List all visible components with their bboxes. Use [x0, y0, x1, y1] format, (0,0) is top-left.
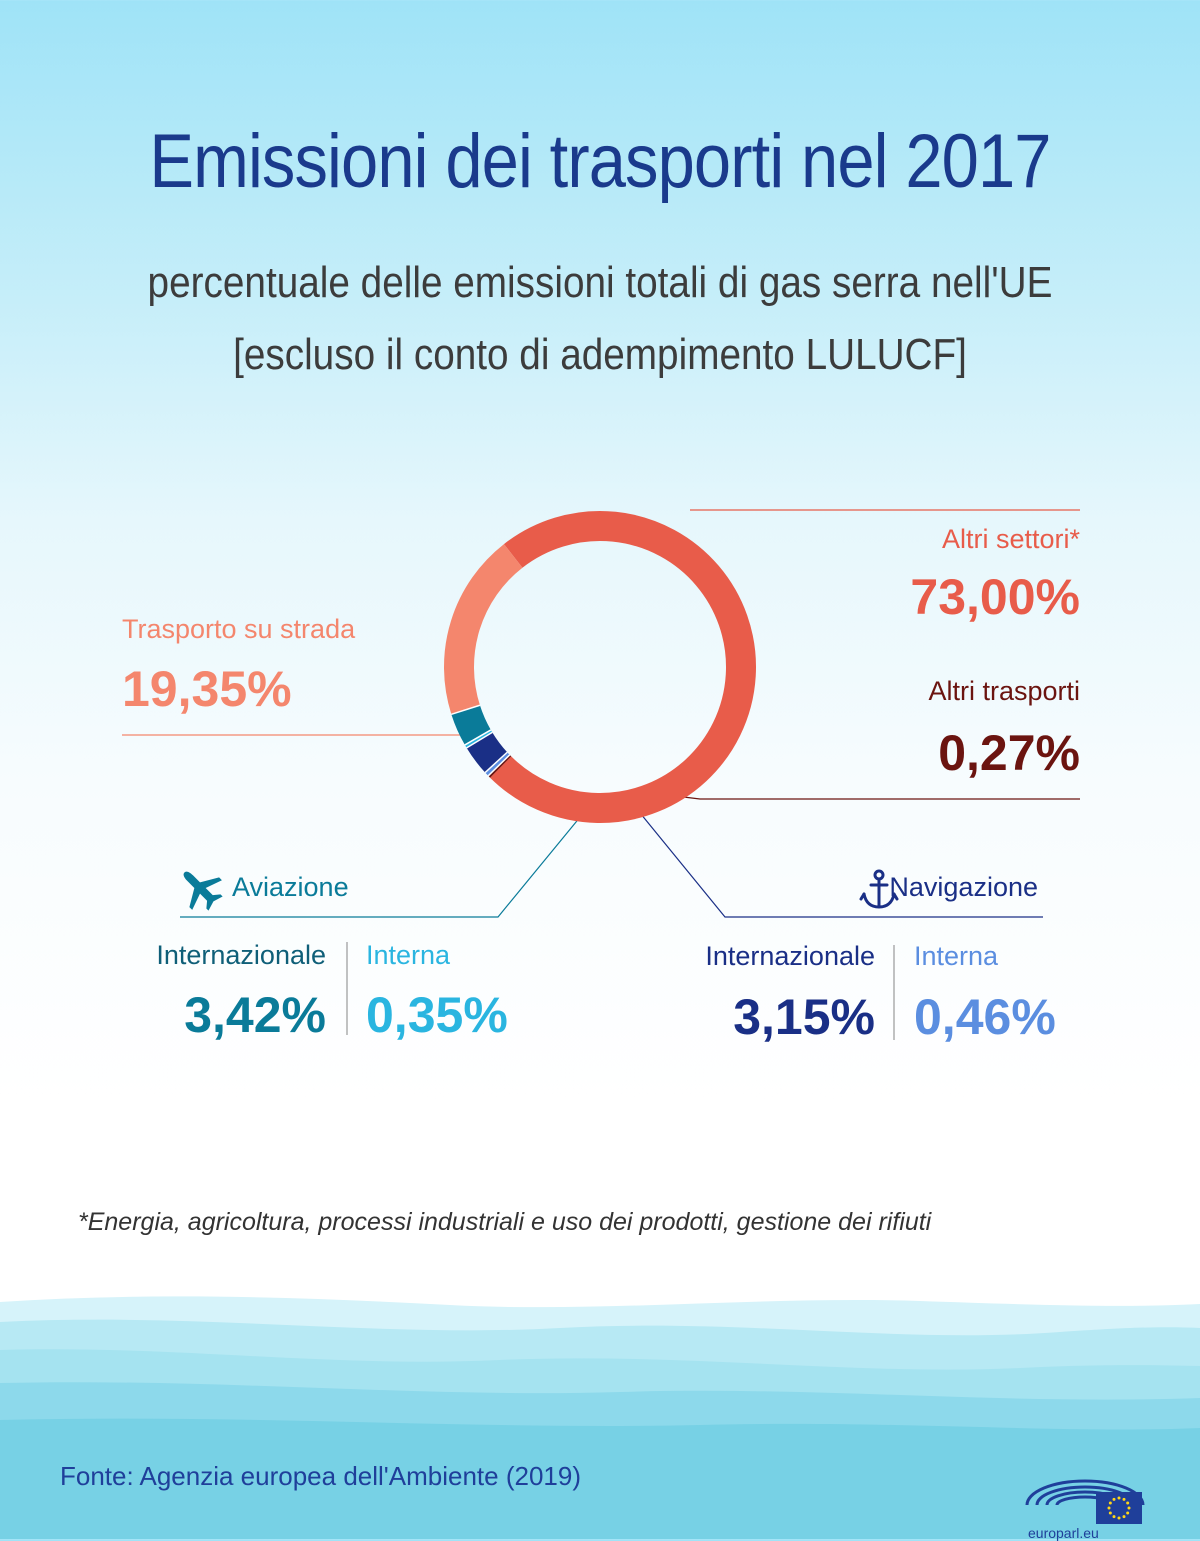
leader-line-altri-trasporti	[641, 791, 1080, 800]
chart-title: Emissioni dei trasporti nel 2017	[149, 119, 1051, 204]
slice-separator	[466, 731, 493, 749]
slice-trasporto-strada	[444, 544, 523, 715]
eu-star	[1108, 1511, 1112, 1515]
eu-star	[1126, 1511, 1130, 1515]
wave-decoration	[0, 1296, 1200, 1539]
label-navigazione-interna: Interna	[914, 941, 999, 971]
slice-separator	[451, 704, 481, 716]
value-navigazione-internazionale: 3,15%	[733, 989, 875, 1045]
value-aviazione-internazionale: 3,42%	[184, 987, 326, 1043]
leader-line-aviazione	[180, 804, 591, 918]
slice-separator	[487, 754, 511, 777]
slice-separator	[484, 751, 508, 774]
anchor-icon	[859, 869, 899, 909]
eu-star	[1122, 1515, 1126, 1519]
label-navigazione: Navigazione	[889, 872, 1038, 902]
leader-line-navigazione	[635, 807, 1043, 918]
donut-slices	[444, 511, 756, 823]
airplane-icon	[183, 871, 223, 911]
europarl-logo-text: europarl.eu	[1028, 1525, 1099, 1541]
eu-star	[1112, 1497, 1116, 1501]
slice-altri-settori	[490, 511, 756, 823]
slice-navigazione-internazionale	[466, 732, 508, 773]
value-altri-settori: 73,00%	[910, 569, 1080, 625]
label-navigazione-internazionale: Internazionale	[705, 941, 875, 971]
eu-star	[1126, 1501, 1130, 1505]
value-aviazione-interna: 0,35%	[366, 987, 508, 1043]
label-altri-settori: Altri settori*	[941, 524, 1080, 554]
label-aviazione-internazionale: Internazionale	[156, 940, 326, 970]
eu-star	[1107, 1506, 1111, 1510]
slice-aviazione-internazionale	[451, 704, 492, 745]
chart-subtitle-line1: percentuale delle emissioni totali di ga…	[147, 258, 1053, 307]
value-trasporto-strada: 19,35%	[122, 661, 292, 717]
footnote: *Energia, agricoltura, processi industri…	[78, 1208, 932, 1236]
label-aviazione-interna: Interna	[366, 940, 451, 970]
eu-star	[1117, 1496, 1121, 1500]
chart-subtitle-line2: [escluso il conto di adempimento LULUCF]	[233, 330, 967, 379]
label-altri-trasporti: Altri trasporti	[928, 676, 1080, 706]
eu-star	[1112, 1515, 1116, 1519]
eu-star	[1122, 1497, 1126, 1501]
source-note: Fonte: Agenzia europea dell'Ambiente (20…	[60, 1461, 581, 1491]
eu-star	[1108, 1501, 1112, 1505]
value-navigazione-interna: 0,46%	[914, 989, 1056, 1045]
label-trasporto-strada: Trasporto su strada	[122, 614, 356, 644]
eu-star	[1127, 1506, 1131, 1510]
slice-separator	[464, 729, 492, 746]
label-aviazione: Aviazione	[232, 872, 349, 902]
value-altri-trasporti: 0,27%	[938, 725, 1080, 781]
europarl-logo	[1025, 1479, 1145, 1524]
eu-star	[1117, 1516, 1121, 1520]
